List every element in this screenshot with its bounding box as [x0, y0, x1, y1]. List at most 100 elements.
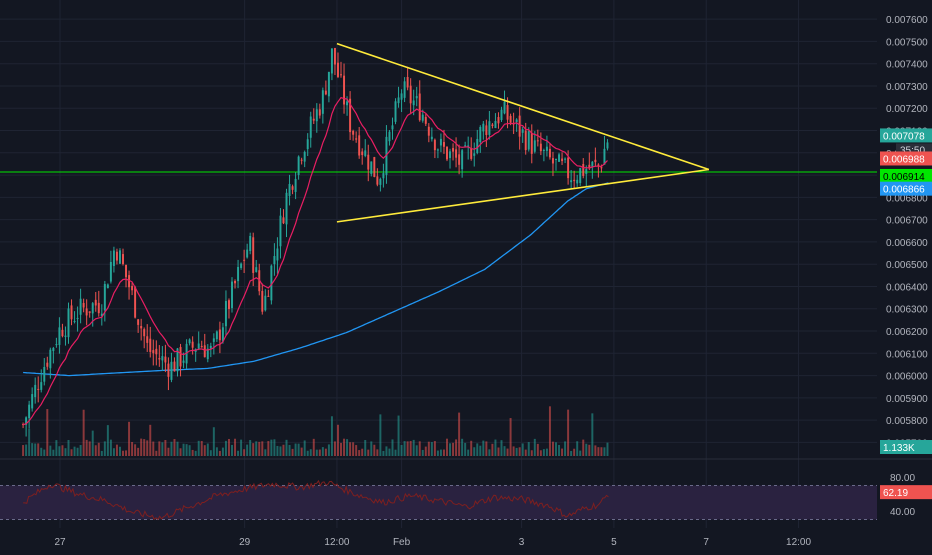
volume-bar	[276, 445, 279, 456]
candle-body	[82, 302, 85, 308]
candle-body	[567, 157, 570, 179]
volume-bar	[600, 447, 603, 456]
rsi-band	[0, 485, 877, 520]
volume-bar	[128, 421, 131, 456]
candle-body	[273, 256, 276, 265]
volume-bar	[497, 447, 500, 456]
volume-bar	[164, 439, 167, 456]
candle-body	[191, 341, 194, 348]
volume-bar	[421, 449, 424, 456]
candle-body	[427, 126, 430, 136]
candle-body	[109, 261, 112, 282]
candle-body	[527, 131, 530, 150]
candle-body	[49, 349, 52, 369]
volume-bar	[312, 438, 315, 456]
volume-bar	[594, 445, 597, 456]
candle-body	[315, 109, 318, 122]
volume-bar	[224, 440, 227, 456]
volume-bar	[28, 428, 31, 456]
volume-bar	[558, 444, 561, 456]
volume-bar	[79, 445, 82, 456]
candle-body	[158, 358, 161, 360]
candle-body	[585, 169, 588, 174]
candle-body	[343, 75, 346, 105]
candle-body	[46, 362, 49, 367]
volume-bar	[82, 409, 85, 456]
candle-body	[333, 48, 336, 65]
candle-body	[106, 284, 109, 289]
volume-bar	[361, 448, 364, 456]
time-tick-label: 29	[239, 537, 251, 548]
volume-bar	[536, 443, 539, 456]
volume-bar	[227, 438, 230, 456]
candle-body	[470, 148, 473, 159]
candle-body	[433, 139, 436, 151]
volume-bar	[515, 447, 518, 456]
volume-bar	[373, 444, 376, 456]
price-tick-label: 0.006800	[886, 193, 928, 204]
candle-body	[88, 311, 91, 313]
candle-body	[270, 265, 273, 301]
price-tick-label: 0.006500	[886, 260, 928, 271]
volume-bar	[433, 441, 436, 456]
candle-body	[548, 148, 551, 158]
candle-body	[85, 308, 88, 316]
volume-bar	[131, 441, 134, 456]
candle-body	[455, 149, 458, 158]
ma-slow-tag	[880, 181, 932, 196]
volume-tag	[880, 440, 932, 454]
candle-body	[224, 300, 227, 327]
candle-body	[79, 298, 82, 315]
rsi-line	[23, 479, 609, 521]
rsi-tick-label: 80.00	[890, 473, 915, 484]
volume-bar	[324, 448, 327, 456]
volume-bar	[246, 444, 249, 456]
volume-bar	[367, 449, 370, 456]
candle-body	[394, 101, 397, 122]
volume-bar	[176, 441, 179, 456]
volume-bar	[161, 442, 164, 456]
candle-body	[352, 130, 355, 135]
candle-body	[73, 321, 76, 323]
candle-body	[555, 158, 557, 160]
volume-bar	[376, 449, 379, 456]
volume-bar	[436, 450, 439, 456]
volume-bar	[358, 450, 361, 456]
candle-body	[337, 62, 339, 77]
volume-bar	[297, 443, 300, 456]
volume-bar	[352, 442, 355, 456]
volume-bar	[542, 449, 545, 456]
candle-body	[606, 142, 609, 149]
volume-bar	[446, 438, 448, 456]
volume-bar	[100, 450, 103, 456]
candle-body	[539, 143, 542, 152]
last-price-value: 0.007078	[883, 131, 925, 142]
triangle-upper-line	[336, 42, 710, 171]
volume-bar	[170, 441, 173, 456]
rsi-value: 62.19	[883, 488, 908, 499]
candle-body	[55, 344, 58, 346]
candle-body	[436, 149, 439, 151]
candle-body	[179, 347, 182, 367]
candle-body	[282, 217, 285, 224]
candle-body	[591, 161, 594, 167]
volume-bar	[285, 439, 288, 456]
candle-body	[597, 164, 600, 166]
volume-bar	[264, 449, 267, 456]
volume-bar	[106, 425, 109, 456]
volume-bar	[412, 439, 415, 456]
volume-bar	[252, 443, 255, 456]
volume-bar	[88, 441, 91, 456]
candle-body	[600, 167, 603, 169]
ma-fast-line	[22, 96, 608, 426]
candle-body	[182, 360, 185, 363]
candle-body	[376, 176, 379, 185]
volume-bar	[349, 442, 352, 456]
ma-fast-tag	[880, 151, 932, 166]
candle-body	[291, 186, 294, 190]
candle-body	[227, 300, 230, 310]
price-tick-label: 0.006200	[886, 327, 928, 338]
volume-bar	[533, 438, 536, 456]
rsi-tick-label: 40.00	[890, 507, 915, 518]
